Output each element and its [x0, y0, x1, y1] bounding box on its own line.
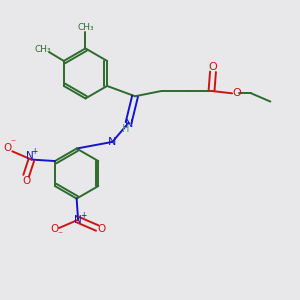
Text: O: O [208, 61, 217, 71]
Text: +: + [80, 211, 87, 220]
Text: CH₃: CH₃ [34, 45, 51, 54]
Text: H: H [122, 124, 130, 134]
Text: +: + [31, 147, 38, 156]
Text: N: N [74, 215, 82, 225]
Text: O: O [4, 143, 12, 153]
Text: ⁻: ⁻ [11, 138, 16, 148]
Text: N: N [108, 137, 117, 147]
Text: N: N [125, 119, 133, 129]
Text: N: N [26, 151, 34, 161]
Text: O: O [232, 88, 241, 98]
Text: CH₃: CH₃ [77, 23, 94, 32]
Text: O: O [98, 224, 106, 235]
Text: O: O [50, 224, 59, 235]
Text: O: O [22, 176, 30, 186]
Text: ⁻: ⁻ [57, 230, 62, 240]
